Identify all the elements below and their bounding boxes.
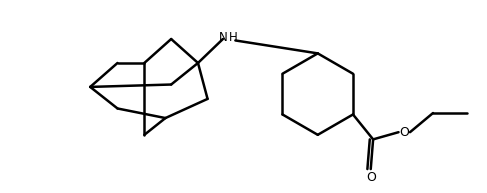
Text: H: H: [229, 31, 238, 44]
Text: O: O: [399, 126, 409, 139]
Text: O: O: [366, 171, 375, 184]
Text: N: N: [219, 31, 228, 44]
